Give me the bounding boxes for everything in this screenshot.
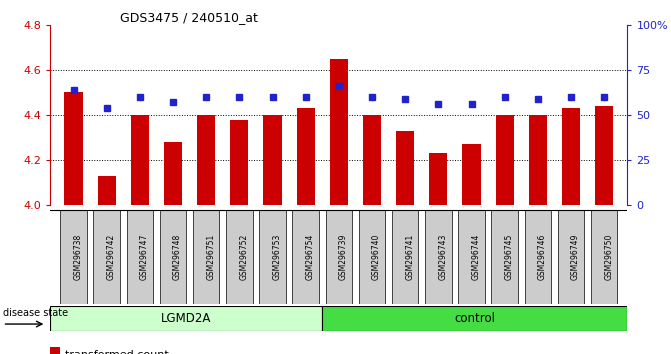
FancyBboxPatch shape bbox=[325, 210, 352, 304]
Bar bbox=[329, 59, 348, 205]
Text: GSM296746: GSM296746 bbox=[538, 234, 547, 280]
FancyBboxPatch shape bbox=[491, 210, 518, 304]
FancyBboxPatch shape bbox=[193, 210, 219, 304]
Bar bbox=[363, 115, 381, 205]
Text: GSM296748: GSM296748 bbox=[173, 234, 182, 280]
FancyBboxPatch shape bbox=[322, 306, 627, 331]
Bar bbox=[396, 131, 414, 205]
Bar bbox=[562, 108, 580, 205]
Bar bbox=[496, 115, 514, 205]
Text: GSM296754: GSM296754 bbox=[306, 234, 315, 280]
FancyBboxPatch shape bbox=[425, 210, 452, 304]
Text: GSM296742: GSM296742 bbox=[107, 234, 115, 280]
Bar bbox=[164, 142, 182, 205]
FancyBboxPatch shape bbox=[60, 210, 87, 304]
FancyBboxPatch shape bbox=[50, 306, 322, 331]
Text: GSM296751: GSM296751 bbox=[206, 234, 215, 280]
Text: GDS3475 / 240510_at: GDS3475 / 240510_at bbox=[119, 11, 258, 24]
FancyBboxPatch shape bbox=[525, 210, 551, 304]
Bar bbox=[197, 115, 215, 205]
FancyBboxPatch shape bbox=[259, 210, 286, 304]
FancyBboxPatch shape bbox=[160, 210, 187, 304]
Bar bbox=[230, 120, 248, 205]
FancyBboxPatch shape bbox=[93, 210, 120, 304]
Text: GSM296740: GSM296740 bbox=[372, 234, 381, 280]
Bar bbox=[595, 106, 613, 205]
Text: GSM296750: GSM296750 bbox=[604, 234, 613, 280]
FancyBboxPatch shape bbox=[359, 210, 385, 304]
Bar bbox=[462, 144, 480, 205]
Text: GSM296744: GSM296744 bbox=[472, 234, 480, 280]
Bar bbox=[64, 92, 83, 205]
Bar bbox=[529, 115, 547, 205]
Text: GSM296739: GSM296739 bbox=[339, 234, 348, 280]
FancyBboxPatch shape bbox=[392, 210, 419, 304]
Text: GSM296743: GSM296743 bbox=[438, 234, 448, 280]
FancyBboxPatch shape bbox=[127, 210, 153, 304]
Text: GSM296752: GSM296752 bbox=[240, 234, 248, 280]
Bar bbox=[50, 347, 60, 354]
Bar bbox=[97, 176, 116, 205]
FancyBboxPatch shape bbox=[293, 210, 319, 304]
Bar bbox=[429, 153, 448, 205]
Bar bbox=[264, 115, 282, 205]
Text: GSM296745: GSM296745 bbox=[505, 234, 514, 280]
Text: LGMD2A: LGMD2A bbox=[161, 312, 211, 325]
Text: GSM296747: GSM296747 bbox=[140, 234, 149, 280]
Text: control: control bbox=[454, 312, 495, 325]
Bar bbox=[297, 108, 315, 205]
Text: GSM296741: GSM296741 bbox=[405, 234, 414, 280]
Text: transformed count: transformed count bbox=[66, 350, 169, 354]
Text: GSM296749: GSM296749 bbox=[571, 234, 580, 280]
FancyBboxPatch shape bbox=[558, 210, 584, 304]
FancyBboxPatch shape bbox=[591, 210, 617, 304]
Text: GSM296753: GSM296753 bbox=[272, 234, 282, 280]
Bar bbox=[131, 115, 149, 205]
FancyBboxPatch shape bbox=[226, 210, 252, 304]
Text: GSM296738: GSM296738 bbox=[74, 234, 83, 280]
FancyBboxPatch shape bbox=[458, 210, 484, 304]
Text: disease state: disease state bbox=[3, 308, 68, 318]
